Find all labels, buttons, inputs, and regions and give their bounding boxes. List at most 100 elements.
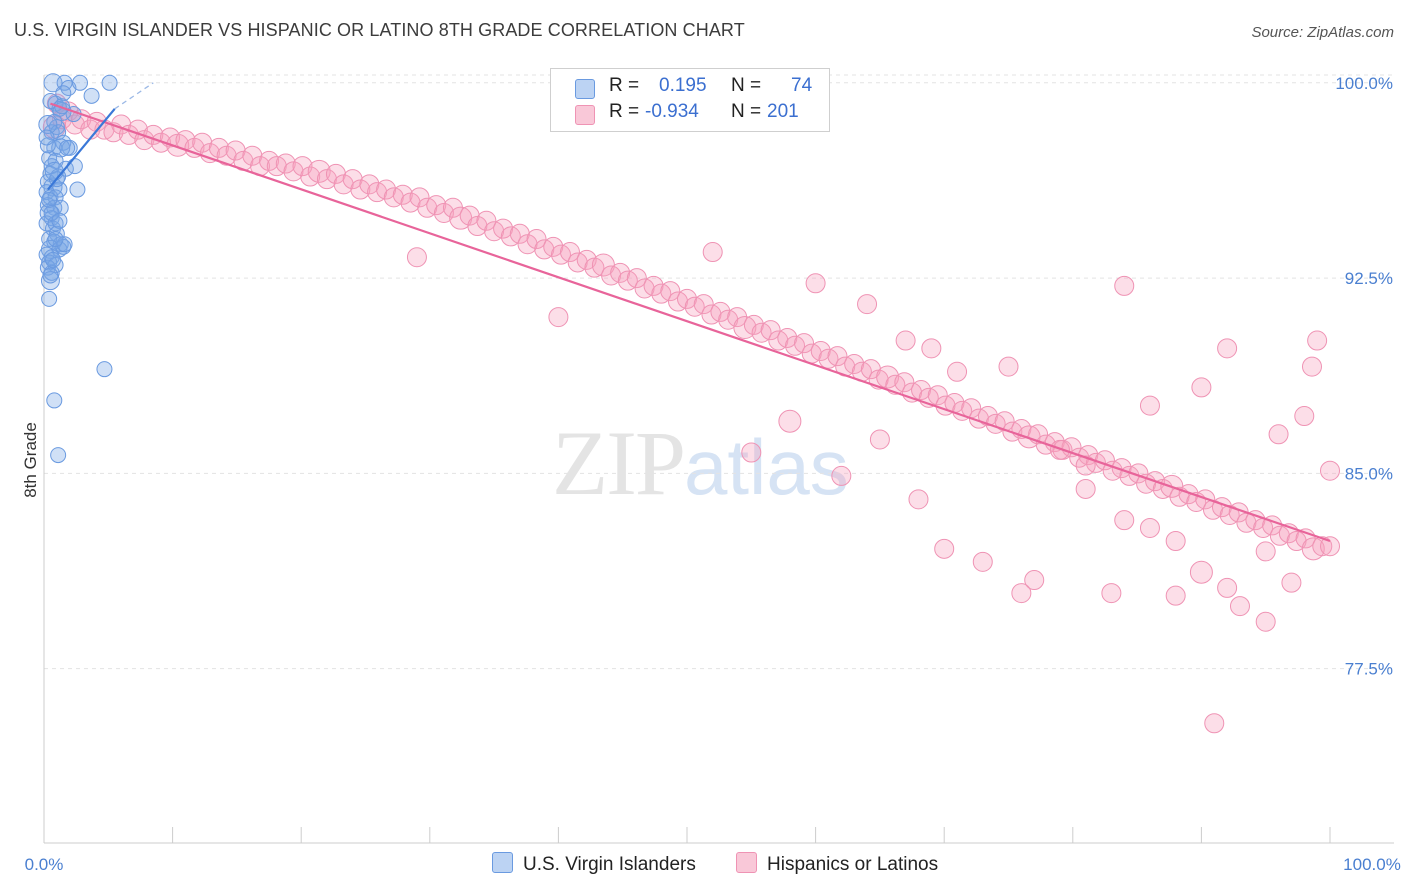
- hispanic-point: [292, 156, 313, 177]
- hispanic-point: [857, 294, 878, 315]
- hispanic-point: [1139, 517, 1160, 538]
- legend-n-label: N =: [731, 101, 762, 122]
- hispanic-point: [998, 356, 1019, 377]
- hispanic-point: [894, 372, 915, 393]
- hispanic-point: [1307, 330, 1328, 351]
- hispanic-point: [459, 205, 480, 226]
- hispanic-point: [702, 242, 723, 263]
- hispanic-point: [710, 301, 731, 322]
- hispanic-point: [1229, 596, 1250, 617]
- hispanic-trend-line: [50, 102, 1331, 543]
- hispanic-point: [1320, 460, 1340, 481]
- y-tick-label: 92.5%: [1345, 269, 1393, 288]
- legend-n-value: 74: [791, 75, 813, 96]
- hispanic-point: [1101, 583, 1122, 604]
- bottom-legend-hispanics: Hispanics or Latinos: [736, 852, 938, 876]
- hispanic-point: [1245, 510, 1266, 531]
- hispanic-point: [1049, 439, 1070, 460]
- hispanic-point: [911, 380, 932, 401]
- hispanic-point: [376, 179, 397, 200]
- virgin-islander-point: [43, 264, 60, 281]
- hispanic-point: [576, 249, 597, 270]
- hispanic-latino-points: [42, 93, 1340, 734]
- hispanic-point: [509, 223, 530, 244]
- hispanic-point: [610, 262, 631, 283]
- virgin-islander-point: [42, 267, 59, 284]
- virgin-islander-point: [101, 74, 118, 91]
- hispanic-point: [660, 281, 681, 302]
- hispanic-point: [743, 314, 764, 335]
- stats-legend: R = 0.195 N = 74 R = -0.934 N = 201: [550, 68, 830, 132]
- hispanic-point: [908, 489, 929, 510]
- virgin-islander-point: [45, 251, 62, 268]
- hispanic-point: [1075, 478, 1096, 499]
- hispanic-point: [844, 353, 865, 374]
- hispanic-point: [921, 338, 942, 359]
- virgin-islander-point: [38, 215, 55, 232]
- virgin-islander-point: [51, 212, 68, 229]
- hispanic-point: [1011, 583, 1032, 604]
- hispanic-point: [359, 174, 380, 195]
- legend-n-label: N =: [731, 75, 762, 96]
- hispanic-point: [1294, 406, 1315, 427]
- hispanic-point: [476, 210, 497, 231]
- bottom-legend-label-pink: Hispanics or Latinos: [767, 854, 939, 875]
- virgin-islander-trend-line: [47, 108, 116, 191]
- hispanic-point: [1139, 395, 1160, 416]
- virgin-islander-point: [69, 181, 86, 198]
- hispanic-point: [1075, 455, 1096, 476]
- watermark-zip: ZIP: [552, 412, 686, 514]
- hispanic-point: [777, 327, 798, 348]
- hispanic-point: [225, 140, 246, 161]
- hispanic-point: [275, 153, 296, 174]
- y-tick-label: 85.0%: [1345, 464, 1393, 483]
- x-tick-label: 100.0%: [1343, 855, 1401, 874]
- hispanic-point: [947, 361, 968, 382]
- hispanic-point: [1320, 536, 1340, 557]
- hispanic-point: [548, 307, 569, 328]
- virgin-islander-point: [50, 447, 67, 464]
- hispanic-point: [831, 465, 852, 486]
- virgin-islander-point: [41, 290, 58, 307]
- virgin-islander-points: [38, 73, 118, 464]
- virgin-islander-point: [38, 114, 58, 134]
- axes: [43, 75, 1394, 844]
- hispanic-point: [895, 330, 916, 351]
- virgin-islander-point: [59, 139, 76, 156]
- axis-labels: 100.0% 92.5% 85.0% 77.5% 0.0% 100.0% 8th Grade: [21, 74, 1401, 874]
- hispanic-point: [1111, 458, 1132, 479]
- hispanic-point: [1255, 611, 1276, 632]
- legend-swatch-pink: [575, 105, 595, 125]
- hispanic-point: [307, 159, 331, 183]
- virgin-islander-point: [52, 199, 69, 216]
- x-tick-label: 0.0%: [25, 855, 64, 874]
- hispanic-point: [192, 132, 213, 153]
- hispanic-point: [1312, 536, 1333, 557]
- hispanic-point: [526, 229, 547, 250]
- virgin-islander-point: [51, 138, 71, 158]
- y-axis-title: 8th Grade: [21, 422, 40, 498]
- hispanic-point: [1281, 572, 1302, 593]
- virgin-islander-point: [43, 73, 63, 93]
- hispanic-point: [1189, 560, 1213, 584]
- hispanic-point: [406, 247, 427, 268]
- hispanic-point: [1114, 510, 1135, 531]
- hispanic-point: [1217, 577, 1238, 598]
- hispanic-point: [760, 320, 781, 341]
- hispanic-point: [643, 275, 664, 296]
- hispanic-point: [208, 137, 229, 158]
- virgin-islander-point: [66, 158, 83, 175]
- y-tick-label: 77.5%: [1345, 660, 1393, 679]
- virgin-islander-point: [96, 361, 113, 378]
- hispanic-point: [1024, 570, 1045, 591]
- legend-n-value: 201: [767, 101, 799, 122]
- hispanic-point: [869, 429, 890, 450]
- bottom-legend-virgin-islanders: U.S. Virgin Islanders: [492, 852, 696, 876]
- hispanic-point: [876, 365, 900, 389]
- bottom-legend-swatch-pink: [736, 852, 757, 873]
- hispanic-point: [741, 442, 762, 463]
- hispanic-point: [409, 187, 430, 208]
- legend-r-label: R =: [609, 101, 640, 122]
- hispanic-point: [392, 184, 413, 205]
